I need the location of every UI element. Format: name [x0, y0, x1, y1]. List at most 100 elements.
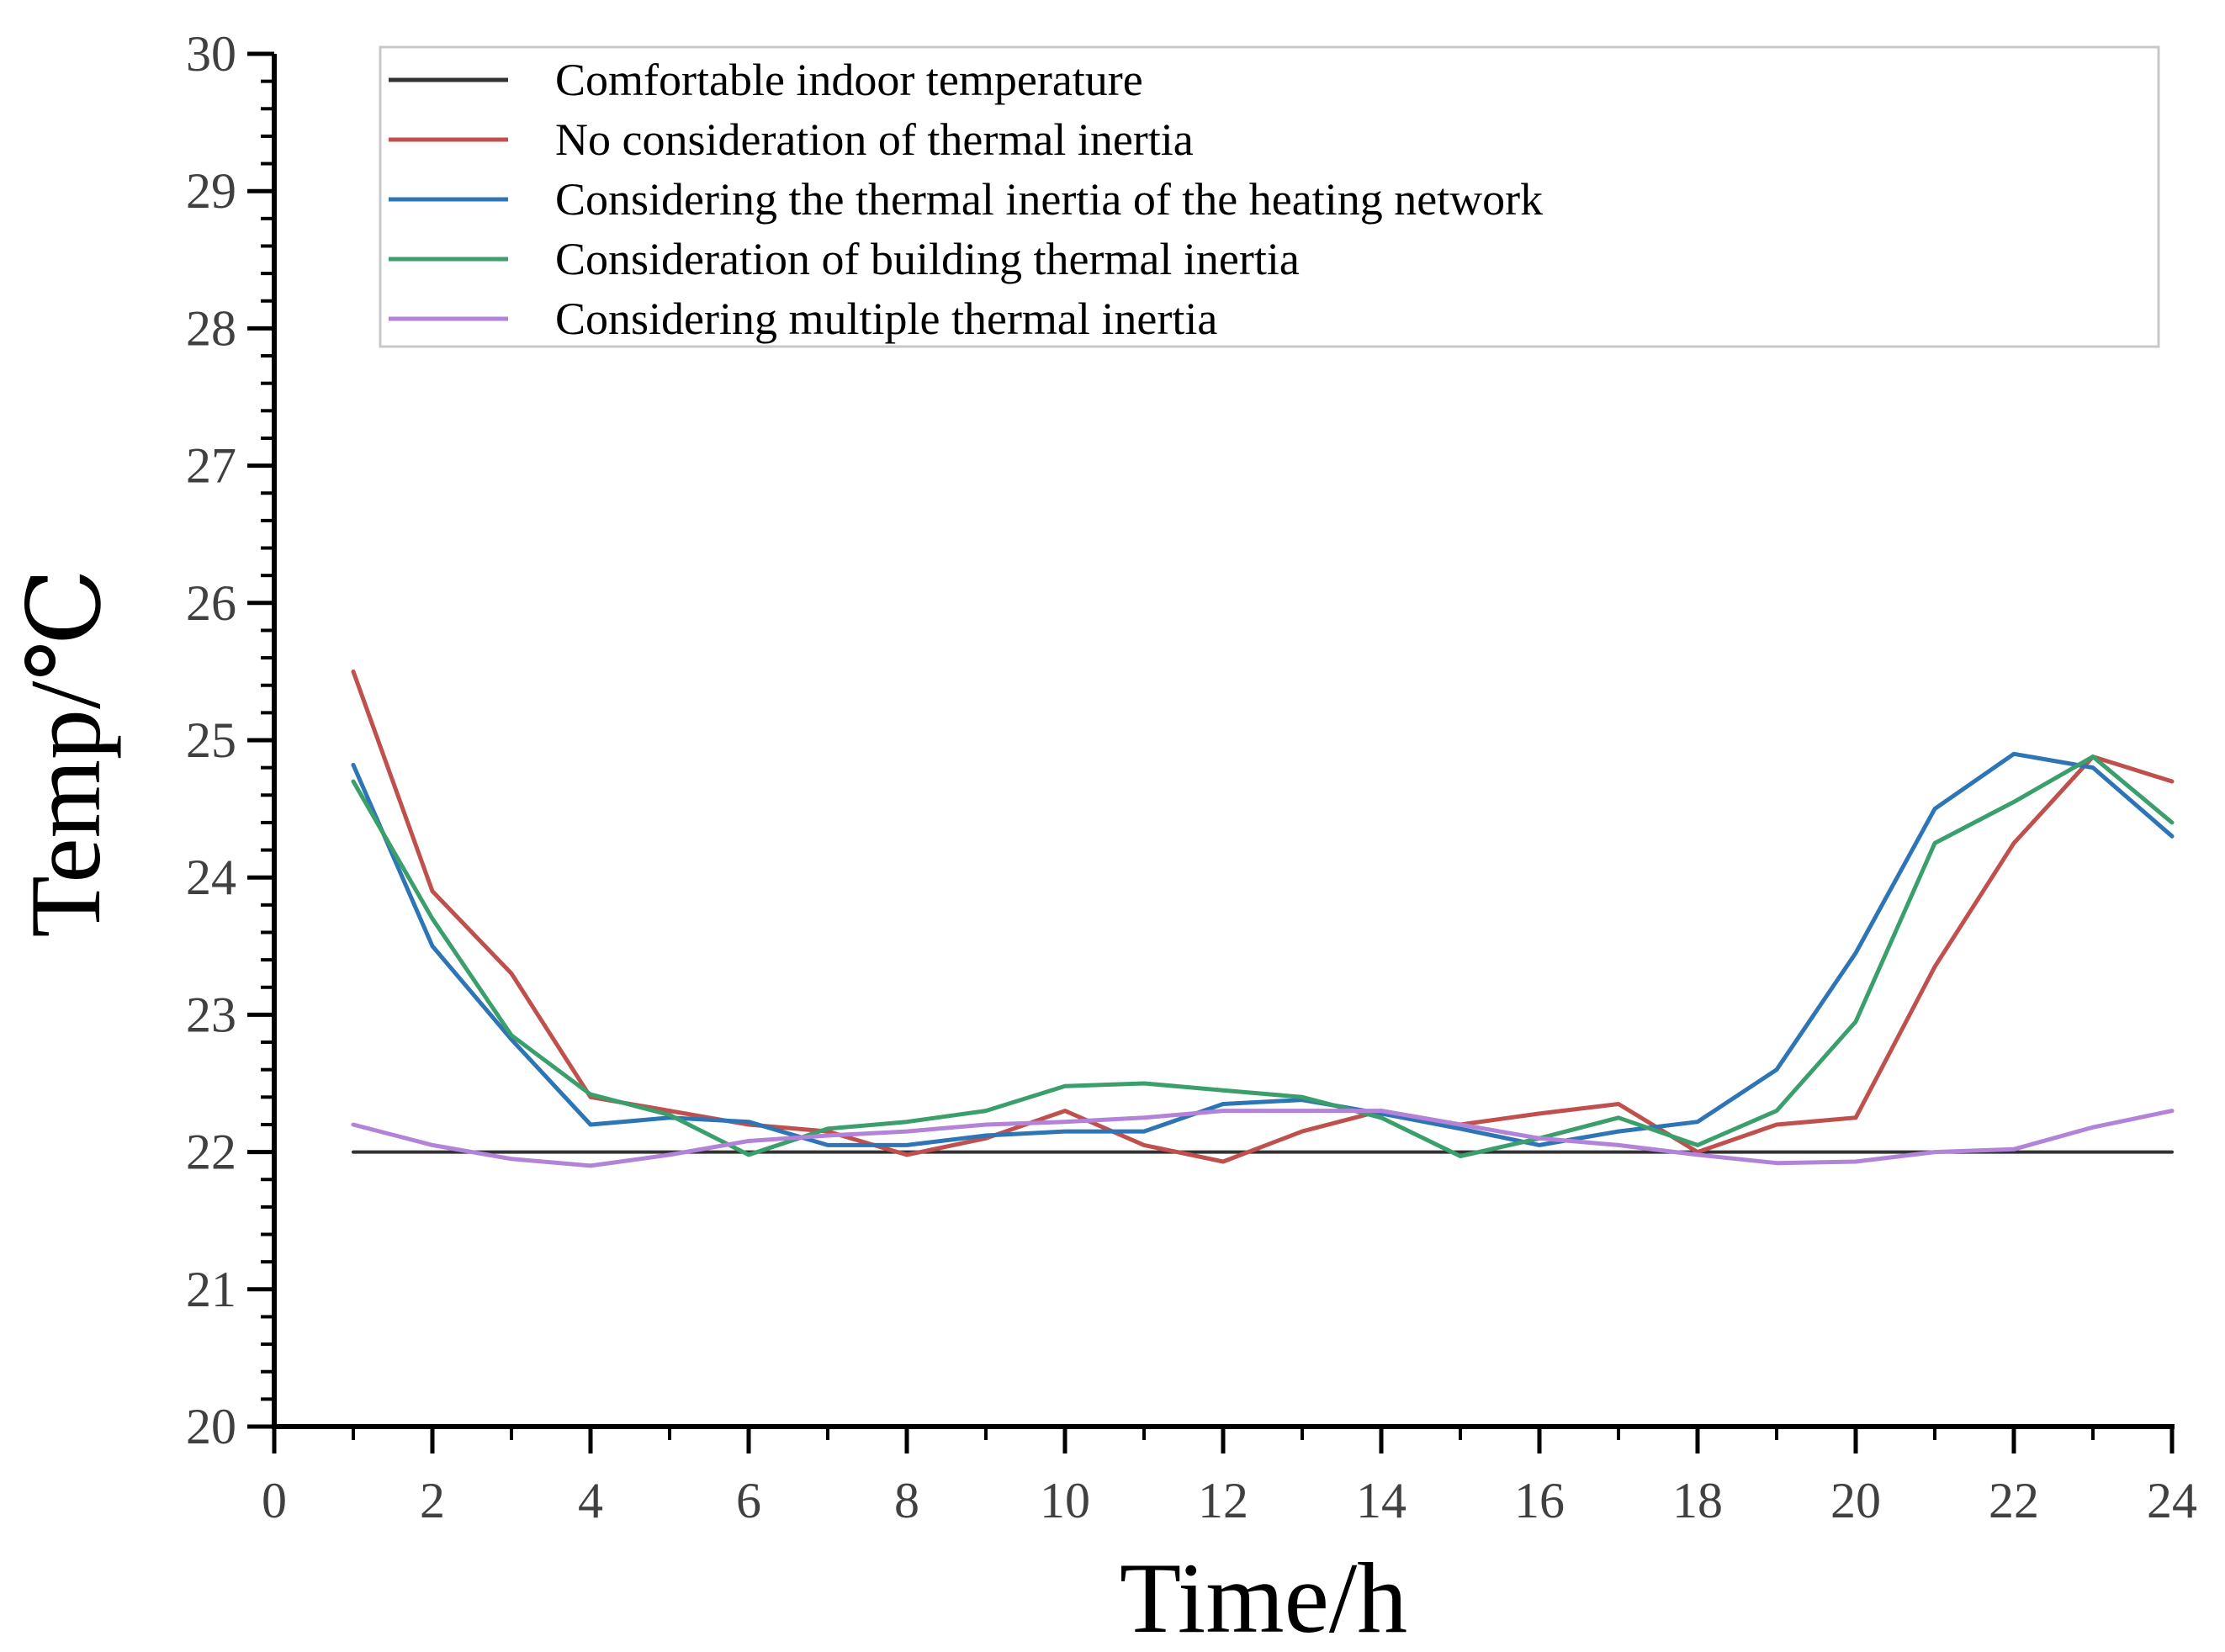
series-2-point [1853, 950, 1858, 956]
series-line-2 [351, 751, 2175, 1147]
series-0-point [1379, 1150, 1384, 1155]
series-1-point [1932, 964, 1937, 969]
series-3-point [667, 1113, 672, 1118]
series-4-point [904, 1129, 909, 1134]
x-tick-label-14: 14 [1356, 1473, 1407, 1528]
series-3-point [1379, 1115, 1384, 1120]
y-tick-label-21: 21 [186, 1262, 236, 1317]
series-3-point [588, 1092, 593, 1097]
y-axis-title: Temp/℃ [9, 568, 121, 937]
x-tick-label-10: 10 [1040, 1473, 1090, 1528]
series-3-point [1616, 1115, 1621, 1120]
series-2-point [1616, 1129, 1621, 1134]
series-4-point [1300, 1109, 1305, 1114]
series-2-point [1932, 807, 1937, 812]
series-4-point [1458, 1122, 1463, 1127]
series-4-point [2090, 1125, 2095, 1130]
series-3-point [1221, 1088, 1226, 1093]
series-4-point [2011, 1146, 2016, 1152]
series-2-point [430, 944, 435, 949]
series-2-point [351, 762, 356, 767]
series-line-3 [351, 755, 2175, 1158]
series-2-point [1695, 1120, 1700, 1125]
series-3-point [509, 1033, 514, 1038]
series-3-point [430, 916, 435, 921]
legend: Comfortable indoor temperature No conside… [379, 45, 2160, 348]
series-1-point [430, 889, 435, 894]
series-3-point [1142, 1081, 1147, 1086]
series-0-point [1221, 1150, 1226, 1155]
x-tick-label-18: 18 [1672, 1473, 1723, 1528]
series-0-point [1774, 1150, 1779, 1155]
series-0-point [1853, 1150, 1858, 1155]
x-tick-label-6: 6 [736, 1473, 761, 1528]
series-4-point [1379, 1109, 1384, 1114]
series-4-point [1695, 1152, 1700, 1157]
x-tick-label-2: 2 [420, 1473, 445, 1528]
series-0-point [983, 1150, 988, 1155]
series-1-point [1616, 1101, 1621, 1106]
series-4-point [1853, 1159, 1858, 1164]
series-3-point [2090, 755, 2095, 760]
series-4-point [1774, 1161, 1779, 1166]
series-3-point [1458, 1153, 1463, 1158]
series-3-point [746, 1152, 751, 1157]
series-0-point [588, 1150, 593, 1155]
x-tick-label-4: 4 [578, 1473, 603, 1528]
series-0-point [351, 1150, 356, 1155]
series-3-point [1695, 1142, 1700, 1147]
series-1-point [2169, 779, 2175, 784]
series-line-4 [351, 1109, 2175, 1168]
series-2-point [1142, 1129, 1147, 1134]
y-tick-label-23: 23 [186, 987, 236, 1042]
series-4-point [746, 1139, 751, 1144]
series-1-point [1774, 1122, 1779, 1127]
series-1-point [1221, 1159, 1226, 1164]
series-0-point [509, 1150, 514, 1155]
series-4-point [430, 1142, 435, 1147]
series-4-point [1142, 1115, 1147, 1120]
series-3-point [904, 1120, 909, 1125]
series-1-point [1062, 1109, 1067, 1114]
series-4-point [1221, 1109, 1226, 1114]
series-2-point [2169, 834, 2175, 839]
series-4-point [588, 1163, 593, 1168]
series-2-point [2090, 765, 2095, 770]
legend-label-4: Considering multiple thermal inertia [555, 294, 1217, 344]
legend-label-1: No consideration of thermal inertia [555, 114, 1194, 165]
series-2-point [983, 1133, 988, 1138]
series-4-point [1062, 1120, 1067, 1125]
y-tick-label-28: 28 [186, 300, 236, 356]
series-0-point [430, 1150, 435, 1155]
series-4-point [983, 1122, 988, 1127]
x-tick-label-20: 20 [1830, 1473, 1881, 1528]
series-1-point [2011, 840, 2016, 845]
series-3-point [825, 1126, 830, 1131]
x-tick-label-16: 16 [1514, 1473, 1565, 1528]
series-1-point [1853, 1115, 1858, 1120]
series-4-point [2169, 1109, 2175, 1114]
series-3-point [2011, 799, 2016, 804]
x-tick-label-12: 12 [1198, 1473, 1248, 1528]
y-tick-label-25: 25 [186, 712, 236, 768]
series-2-point [825, 1142, 830, 1147]
series-1-point [1300, 1129, 1305, 1134]
series-3-point [1774, 1109, 1779, 1114]
series-4-point [509, 1157, 514, 1162]
series-0-point [1537, 1150, 1542, 1155]
series-2-point [1537, 1142, 1542, 1147]
series-1-point [509, 971, 514, 976]
y-tick-label-29: 29 [186, 163, 236, 219]
legend-label-0: Comfortable indoor temperature [555, 55, 1143, 105]
plot-lines [351, 669, 2175, 1168]
series-line-1 [351, 669, 2175, 1164]
series-3-point [1300, 1094, 1305, 1099]
series-0-point [1142, 1150, 1147, 1155]
series-4-point [825, 1133, 830, 1138]
series-4-point [1537, 1136, 1542, 1141]
series-0-point [2090, 1150, 2095, 1155]
y-tick-label-26: 26 [186, 575, 236, 631]
legend-box [379, 45, 2160, 348]
